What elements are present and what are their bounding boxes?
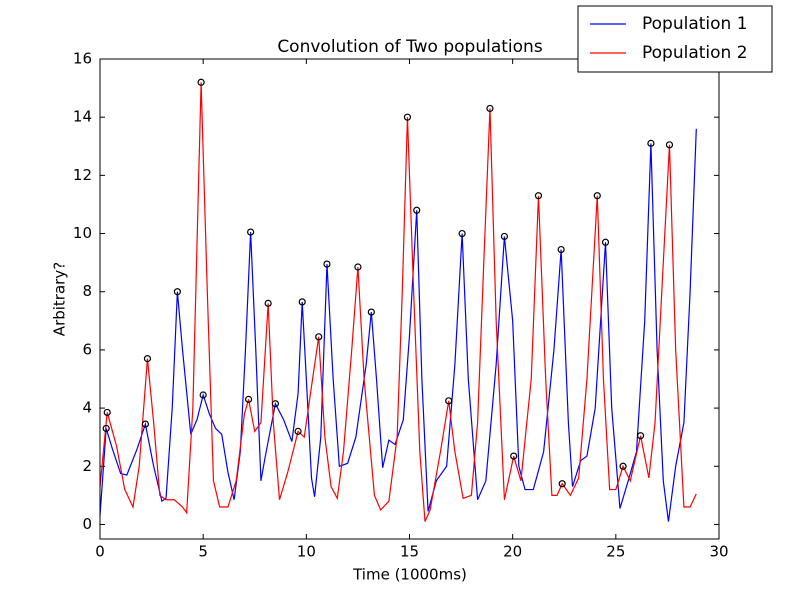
x-tick-label: 5 [198,543,208,561]
y-tick-label: 14 [73,108,92,126]
peak-marker [367,308,375,316]
peak-marker [103,408,111,417]
x-tick-label: 15 [400,543,419,561]
y-tick-label: 0 [82,515,92,533]
peak-marker [510,452,518,460]
peak-marker [486,104,494,113]
x-axis-label: Time (1000ms) [352,566,467,584]
peak-marker [558,480,566,488]
peak-marker [271,400,279,408]
peak-marker [403,113,412,121]
peak-marker [601,238,610,246]
peak-marker [458,229,466,238]
y-tick-label: 16 [73,50,92,68]
y-tick-label: 10 [73,224,92,242]
chart-title: Convolution of Two populations [277,37,543,57]
peak-marker [315,333,323,341]
x-tick-label: 0 [95,543,105,561]
peak-marker [445,397,453,405]
peak-marker [264,299,272,307]
peak-marker [593,192,601,200]
series-line [99,82,697,522]
peak-marker [665,141,674,149]
legend-box [577,5,773,73]
peak-marker [619,462,627,470]
y-axis-label: Arbitrary? [51,262,69,336]
peak-marker [143,355,152,363]
peak-marker [354,263,362,271]
x-tick-label: 20 [503,543,522,561]
peak-marker [244,395,253,403]
x-tick-label: 30 [709,543,728,561]
y-tick-label: 12 [73,166,92,184]
peak-marker [636,432,645,440]
peak-marker [197,78,205,86]
peak-marker [102,424,110,433]
y-tick-label: 6 [82,340,92,358]
peak-marker [298,298,306,306]
peak-marker [247,228,255,236]
peak-marker [199,391,207,399]
peak-marker [413,206,421,214]
x-tick-label: 25 [606,543,625,561]
peak-marker [647,139,655,147]
peak-marker [534,192,543,200]
legend-label: Population 1 [642,14,748,34]
peak-marker [294,427,302,435]
peak-marker [323,260,331,268]
peak-marker [500,232,509,241]
x-tick-label: 10 [297,543,316,561]
series-line [99,128,697,522]
y-tick-label: 8 [82,282,92,300]
legend-label: Population 2 [642,43,748,63]
peak-marker [557,245,565,254]
y-tick-label: 2 [82,457,92,475]
peak-marker [141,420,149,428]
plot-frame [99,58,720,540]
peak-marker [173,288,181,296]
y-tick-label: 4 [82,399,92,417]
